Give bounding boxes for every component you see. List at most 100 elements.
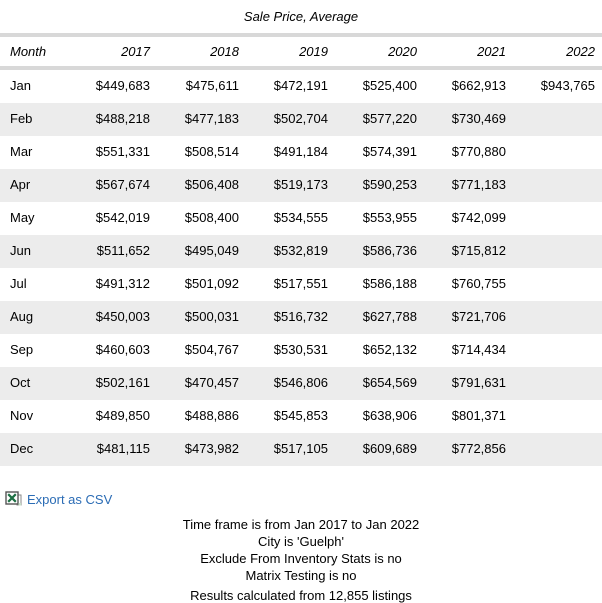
- page-title: Sale Price, Average: [243, 9, 359, 24]
- month-cell: Nov: [10, 408, 34, 423]
- value-cell: $652,132: [362, 342, 417, 357]
- value-cell: [513, 334, 602, 367]
- value-cell: $506,408: [184, 177, 239, 192]
- month-cell: Feb: [10, 111, 33, 126]
- month-cell: Aug: [10, 309, 34, 324]
- month-cell: Jun: [10, 243, 31, 258]
- criteria-line-matrix: Matrix Testing is no: [245, 568, 357, 583]
- value-cell: [513, 268, 602, 301]
- value-cell: [513, 202, 602, 235]
- value-cell: [513, 433, 602, 466]
- sale-price-table: Month 2017 2018 2019 2020 2021 2022 Jan $449,68…: [0, 33, 602, 466]
- value-cell: $791,631: [451, 375, 506, 390]
- value-cell: $627,788: [362, 309, 417, 324]
- value-cell: $508,514: [184, 144, 239, 159]
- table-row: May $542,019 $508,400 $534,555 $553,955 $742,…: [0, 202, 602, 235]
- value-cell: $770,880: [451, 144, 506, 159]
- month-cell: Oct: [10, 375, 31, 390]
- value-cell: [513, 301, 602, 334]
- value-cell: [513, 235, 602, 268]
- value-cell: $472,191: [273, 78, 328, 93]
- value-cell: $609,689: [362, 441, 417, 456]
- value-cell: $577,220: [362, 111, 417, 126]
- value-cell: [513, 103, 602, 136]
- criteria-line-city: City is 'Guelph': [258, 534, 344, 549]
- value-cell: $551,331: [95, 144, 150, 159]
- value-cell: $502,161: [95, 375, 150, 390]
- value-cell: $553,955: [362, 210, 417, 225]
- value-cell: $943,765: [540, 78, 595, 93]
- value-cell: $508,400: [184, 210, 239, 225]
- value-cell: $742,099: [451, 210, 506, 225]
- value-cell: $450,003: [95, 309, 150, 324]
- results-count-line: Results calculated from 12,855 listings: [190, 588, 412, 603]
- table-header-row: Month 2017 2018 2019 2020 2021 2022: [0, 35, 602, 68]
- table-row: Dec $481,115 $473,982 $517,105 $609,689 $772,…: [0, 433, 602, 466]
- value-cell: $546,806: [273, 375, 328, 390]
- month-cell: Apr: [10, 177, 31, 192]
- value-cell: $590,253: [362, 177, 417, 192]
- column-header-year: 2022: [566, 44, 595, 59]
- value-cell: $730,469: [451, 111, 506, 126]
- table-row: Feb $488,218 $477,183 $502,704 $577,220 $730,…: [0, 103, 602, 136]
- value-cell: $481,115: [96, 441, 150, 456]
- column-header-year: 2018: [210, 44, 239, 59]
- value-cell: $801,371: [451, 408, 506, 423]
- value-cell: $516,732: [273, 309, 328, 324]
- value-cell: $525,400: [362, 78, 417, 93]
- column-header-year: 2019: [299, 44, 328, 59]
- export-as-csv-link[interactable]: Export as CSV: [27, 491, 113, 507]
- value-cell: $714,434: [451, 342, 506, 357]
- value-cell: $449,683: [95, 78, 150, 93]
- value-cell: $532,819: [273, 243, 328, 258]
- value-cell: $488,218: [95, 111, 150, 126]
- value-cell: [513, 367, 602, 400]
- value-cell: $511,652: [96, 243, 150, 258]
- month-cell: Mar: [10, 144, 33, 159]
- value-cell: [513, 169, 602, 202]
- value-cell: $760,755: [451, 276, 506, 291]
- value-cell: $530,531: [273, 342, 328, 357]
- value-cell: [513, 136, 602, 169]
- table-row: Jun $511,652 $495,049 $532,819 $586,736 $715,…: [0, 235, 602, 268]
- value-cell: $460,603: [95, 342, 150, 357]
- table-row: Mar $551,331 $508,514 $491,184 $574,391 $770,…: [0, 136, 602, 169]
- table-row: Oct $502,161 $470,457 $546,806 $654,569 $791,…: [0, 367, 602, 400]
- criteria-line-timeframe: Time frame is from Jan 2017 to Jan 2022: [182, 517, 420, 532]
- month-cell: Jan: [10, 78, 31, 93]
- value-cell: $477,183: [184, 111, 239, 126]
- value-cell: $771,183: [451, 177, 506, 192]
- value-cell: $772,856: [451, 441, 506, 456]
- excel-csv-icon: [5, 491, 22, 507]
- criteria-line-exclude: Exclude From Inventory Stats is no: [200, 551, 402, 566]
- column-header-year: 2017: [121, 44, 150, 59]
- value-cell: $473,982: [184, 441, 239, 456]
- value-cell: $662,913: [451, 78, 506, 93]
- value-cell: $567,674: [95, 177, 150, 192]
- value-cell: $545,853: [273, 408, 328, 423]
- column-header-year: 2021: [477, 44, 506, 59]
- value-cell: $489,850: [95, 408, 150, 423]
- criteria-notes: Time frame is from Jan 2017 to Jan 2022 …: [0, 516, 602, 584]
- table-row: Jan $449,683 $475,611 $472,191 $525,400 $662,…: [0, 68, 602, 103]
- value-cell: $517,551: [273, 276, 328, 291]
- value-cell: $638,906: [362, 408, 417, 423]
- export-row: Export as CSV: [5, 491, 602, 507]
- value-cell: $495,049: [184, 243, 239, 258]
- value-cell: $542,019: [95, 210, 150, 225]
- month-cell: Dec: [10, 441, 34, 456]
- value-cell: $519,173: [273, 177, 328, 192]
- value-cell: $654,569: [362, 375, 417, 390]
- value-cell: $502,704: [273, 111, 328, 126]
- value-cell: $500,031: [184, 309, 239, 324]
- value-cell: $488,886: [184, 408, 239, 423]
- value-cell: $517,105: [273, 441, 328, 456]
- column-header-month: Month: [10, 44, 47, 59]
- value-cell: $715,812: [451, 243, 506, 258]
- value-cell: $534,555: [273, 210, 328, 225]
- value-cell: $721,706: [451, 309, 506, 324]
- month-cell: May: [10, 210, 35, 225]
- value-cell: $491,312: [95, 276, 150, 291]
- value-cell: [513, 400, 602, 433]
- value-cell: $586,736: [362, 243, 417, 258]
